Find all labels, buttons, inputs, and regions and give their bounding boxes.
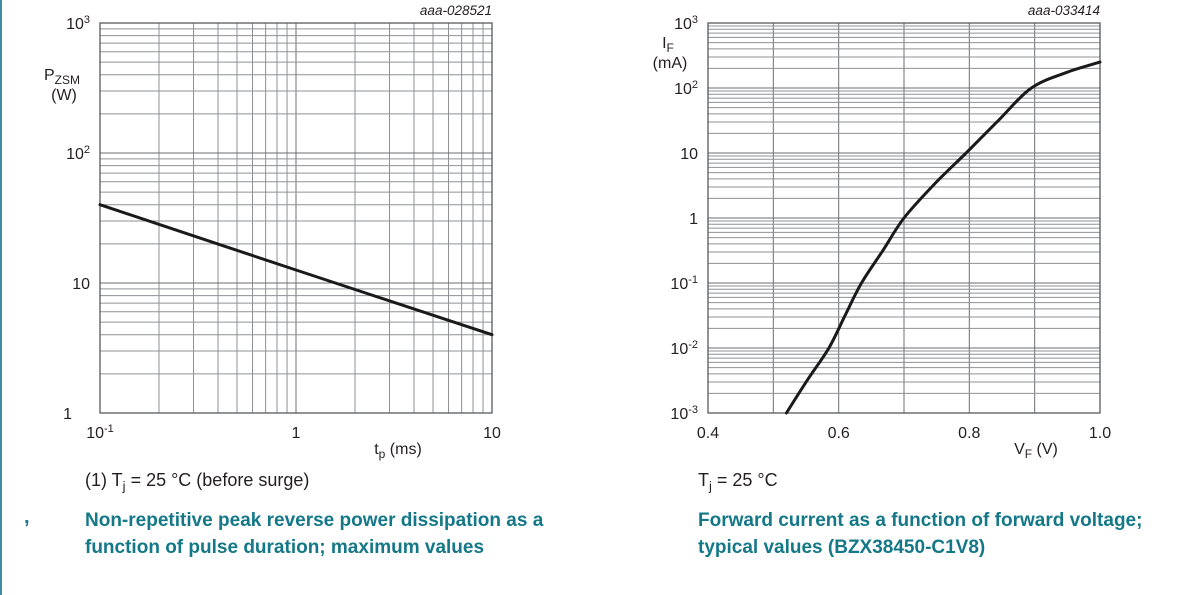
note-prefix: (1) T [85,470,123,490]
plot-border [707,22,1101,414]
tick-label: 10-2 [670,339,698,358]
series-curve [98,203,494,337]
tick-label: 1 [63,406,72,423]
tick-label: 103 [66,14,90,33]
right-condition-note: Tj = 25 °C [698,470,1146,494]
tick-label: 10-1 [86,423,114,442]
note-suffix: = 25 °C (before surge) [125,470,310,490]
right-figure-caption: Forward current as a function of forward… [698,509,1143,558]
plot-border [99,22,493,414]
note-subscript: j [122,478,126,494]
gridlines [100,23,492,413]
left-figure-caption: Non-repetitive peak reverse power dissip… [85,509,544,558]
list-marker: , [24,506,30,528]
tick-label: 102 [66,144,90,163]
tick-label: 0.4 [697,425,719,442]
section-divider [0,0,2,595]
series-curve [784,60,1102,415]
tick-label: 10 [680,146,698,163]
axis-unit: (mA) [653,55,688,72]
note-subscript: j [709,478,712,494]
tick-label: 0.6 [828,425,850,442]
tick-label: 1.0 [1089,425,1111,442]
tick-label: 10-3 [670,404,698,423]
note-suffix: = 25 °C [711,470,778,490]
figure-code: aaa-028521 [420,3,492,18]
tick-label: 10-1 [670,274,698,293]
tick-label: 10 [72,276,90,293]
axis-unit: (W) [51,87,77,104]
right-figure-captions: Tj = 25 °C Forward current as a function… [698,470,1146,561]
gridlines [708,23,1100,413]
tick-label: 103 [674,14,698,33]
axis-name: IF [662,35,674,55]
left-condition-note: (1) Tj = 25 °C (before surge) [85,470,585,494]
tick-label: 102 [674,79,698,98]
left-figure-captions: (1) Tj = 25 °C (before surge) Non-repeti… [85,470,585,561]
axis-name: VF (V) [1014,441,1058,461]
tick-label: 10 [483,425,501,442]
axis-name: tp (ms) [374,441,422,461]
note-prefix: T [698,470,709,490]
figure-code: aaa-033414 [1028,3,1100,18]
tick-label: 1 [292,425,301,442]
axis-name: PZSM [44,67,80,87]
tick-label: 1 [689,211,698,228]
tick-label: 0.8 [958,425,980,442]
